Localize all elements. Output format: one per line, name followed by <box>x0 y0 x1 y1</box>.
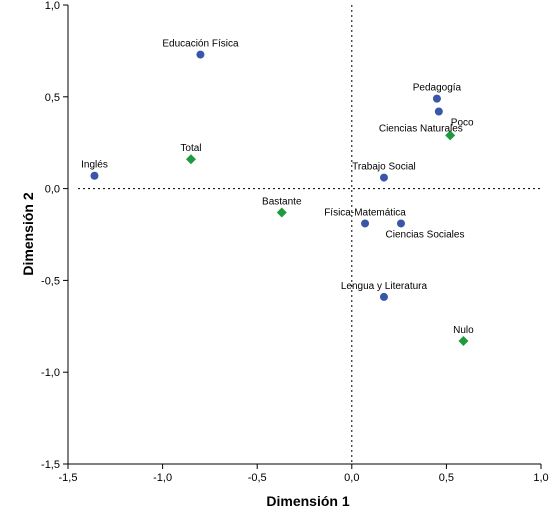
x-tick-label: -1,0 <box>153 472 172 484</box>
point-label: Total <box>180 143 201 154</box>
data-points <box>90 50 469 346</box>
data-point <box>432 94 441 103</box>
point-label: Pedagogía <box>413 83 462 94</box>
data-point <box>434 107 443 116</box>
y-tick-label: -1,5 <box>41 459 60 471</box>
y-tick-label: 0,5 <box>45 92 60 104</box>
data-point-diamond <box>458 335 469 346</box>
data-point <box>196 50 205 59</box>
x-tick-label: -1,5 <box>59 472 78 484</box>
data-point <box>379 292 388 301</box>
x-tick-label: 0,5 <box>439 472 454 484</box>
x-tick-label: -0,5 <box>248 472 267 484</box>
point-label: Ciencias Sociales <box>386 229 465 240</box>
point-label: Nulo <box>453 325 474 336</box>
data-point <box>379 173 388 182</box>
data-point-diamond <box>276 207 287 218</box>
point-label: Bastante <box>262 196 302 207</box>
point-label: Poco <box>451 117 474 128</box>
axes: -1,5 -1,0 -0,5 0,0 0,5 1,0 1,0 0,5 0,0 -0,5 -1,0 -1… <box>41 0 549 484</box>
point-label: Física-Matemática <box>324 207 406 218</box>
data-point <box>396 219 405 228</box>
x-tick-label: 1,0 <box>533 472 548 484</box>
y-axis-title: Dimensión 2 <box>20 192 36 275</box>
point-label: Lengua y Literatura <box>341 281 428 292</box>
reference-lines <box>78 5 541 464</box>
y-tick-label: -1,0 <box>41 367 60 379</box>
point-label: Educación Física <box>162 39 239 50</box>
x-tick-label: 0,0 <box>344 472 359 484</box>
data-point <box>90 171 99 180</box>
y-tick-label: 1,0 <box>45 0 60 12</box>
data-point-diamond <box>445 130 456 141</box>
point-label: Trabajo Social <box>352 162 416 173</box>
data-point <box>361 219 370 228</box>
x-axis-title: Dimensión 1 <box>266 493 349 509</box>
y-tick-label: 0,0 <box>45 184 60 196</box>
point-labels: Educación Física Pedagogía Ciencias Natura… <box>81 39 474 336</box>
point-label: Inglés <box>81 160 108 171</box>
data-point-diamond <box>185 154 196 165</box>
point-label: Ciencias Naturales <box>379 123 463 134</box>
y-tick-label: -0,5 <box>41 275 60 287</box>
